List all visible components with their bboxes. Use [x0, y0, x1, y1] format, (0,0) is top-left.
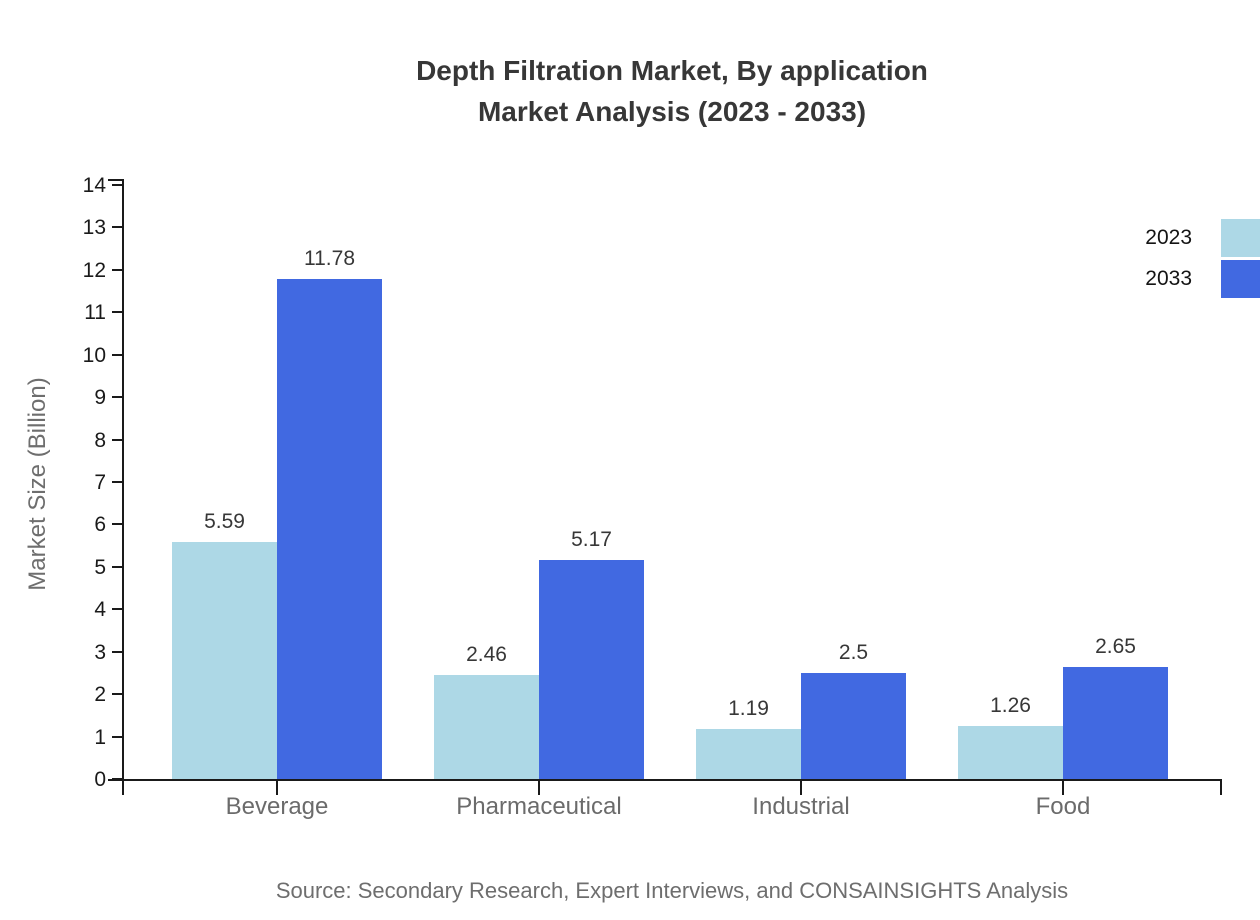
value-label-2033-beverage: 11.78: [304, 247, 355, 271]
y-tick-label: 13: [82, 216, 106, 240]
legend-item-2033: 2033: [1145, 260, 1260, 298]
y-tick-label: 0: [94, 768, 106, 791]
y-tick: [112, 311, 122, 314]
y-tick-label: 1: [94, 725, 106, 749]
value-label-2023-beverage: 5.59: [204, 509, 245, 533]
y-tick-label: 4: [94, 598, 106, 622]
category-label-pharmaceutical: Pharmaceutical: [456, 793, 622, 820]
y-tick-label: 3: [94, 640, 106, 664]
chart-title-line1: Depth Filtration Market, By application: [416, 55, 928, 86]
legend-swatch-2023: [1221, 219, 1260, 257]
y-tick: [112, 226, 122, 229]
value-label-2033-industrial: 2.5: [838, 640, 869, 664]
y-axis-top-cap: [108, 179, 124, 181]
y-tick: [112, 608, 122, 611]
x-axis: [108, 779, 1222, 781]
x-tick: [1062, 779, 1064, 795]
source-text: Source: Secondary Research, Expert Inter…: [275, 878, 1069, 903]
x-axis-end-tick: [1220, 779, 1222, 795]
y-tick: [112, 565, 122, 568]
value-label-2023-pharmaceutical: 2.46: [466, 642, 507, 666]
legend-swatch-2033: [1221, 260, 1260, 298]
legend-item-2023: 2023: [1145, 219, 1260, 257]
bar-2033-industrial: [801, 672, 906, 779]
y-tick: [112, 735, 122, 738]
bar-2033-pharmaceutical: [539, 559, 644, 779]
y-tick: [112, 778, 122, 780]
x-tick: [276, 779, 278, 795]
x-tick: [800, 779, 802, 795]
bar-2023-pharmaceutical: [434, 674, 539, 779]
y-tick: [112, 438, 122, 441]
legend-label-2033: 2033: [1145, 267, 1192, 290]
y-tick: [112, 523, 122, 526]
category-label-beverage: Beverage: [225, 793, 329, 820]
bar-2033-beverage: [277, 279, 382, 779]
y-tick-label: 11: [84, 301, 106, 325]
value-label-2033-food: 2.65: [1095, 634, 1136, 658]
y-tick: [112, 481, 122, 483]
bar-2023-industrial: [696, 728, 801, 779]
y-tick-label: 8: [94, 428, 106, 452]
x-tick: [538, 779, 540, 795]
chart-title: Depth Filtration Market, By application …: [122, 50, 1222, 132]
legend-label-2023: 2023: [1145, 226, 1192, 249]
value-label-2033-pharmaceutical: 5.17: [571, 527, 612, 551]
legend: 2023 2033: [1145, 219, 1260, 301]
y-tick-label: 6: [94, 513, 106, 537]
y-axis-title: Market Size (Billion): [24, 377, 51, 591]
y-tick-label: 2: [94, 683, 106, 707]
category-label-food: Food: [1035, 793, 1091, 820]
bar-2033-food: [1063, 666, 1168, 779]
y-axis: [122, 179, 124, 795]
y-tick: [112, 353, 122, 356]
y-tick-label: 14: [82, 174, 106, 197]
y-tick-label: 5: [94, 555, 106, 579]
y-tick-label: 9: [94, 386, 106, 410]
plot-area: 0 1 2 3 4 5 6 7 8 9 10 11 12 13 14 5.59 2.46 1.19 1.26 11.7…: [83, 175, 1222, 820]
y-tick: [112, 268, 122, 271]
chart-title-line2: Market Analysis (2023 - 2033): [477, 96, 867, 127]
y-tick: [112, 184, 122, 186]
category-label-industrial: Industrial: [752, 793, 850, 820]
y-tick-label: 7: [94, 471, 106, 494]
y-tick: [112, 650, 122, 653]
value-label-2023-industrial: 1.19: [728, 696, 769, 720]
bar-2023-beverage: [172, 541, 277, 779]
y-tick: [112, 693, 122, 696]
y-tick-label: 10: [82, 343, 106, 367]
y-tick-label: 12: [82, 258, 106, 282]
bar-2023-food: [958, 725, 1063, 779]
y-tick: [112, 396, 122, 399]
value-label-2023-food: 1.26: [990, 693, 1031, 717]
